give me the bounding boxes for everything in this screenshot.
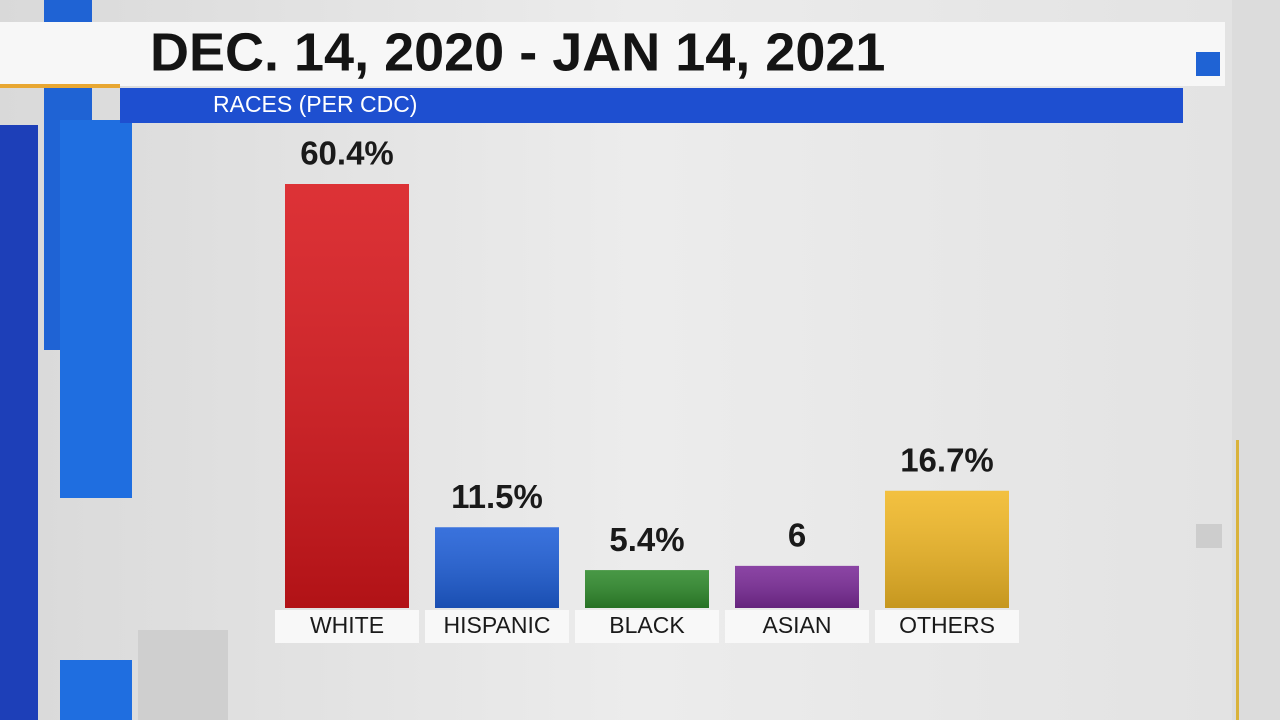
x-tick-label: OTHERS [899, 612, 995, 638]
decor [1196, 524, 1222, 548]
x-tick-label: HISPANIC [444, 612, 551, 638]
value-label: 16.7% [900, 441, 994, 478]
bar-shade [885, 490, 1009, 608]
bar-shade [285, 184, 409, 608]
subtitle-band [120, 88, 1183, 123]
decor [60, 120, 132, 498]
value-label: 60.4% [300, 135, 394, 172]
bar-shade [585, 570, 709, 608]
decor [138, 630, 228, 720]
x-tick-label: BLACK [609, 612, 685, 638]
decor [1232, 0, 1280, 720]
chart-subtitle: RACES (PER CDC) [213, 91, 417, 117]
x-tick-label: WHITE [310, 612, 384, 638]
category-strip [725, 610, 869, 643]
plot-area: WHITE 60.4% HISPANIC 11.5% BLACK 5.4% ASIAN 6 OT… [275, 135, 1019, 643]
decor [0, 84, 120, 88]
value-label: 6 [788, 517, 806, 554]
decor [60, 660, 132, 720]
decor [1196, 52, 1220, 76]
decor [0, 125, 38, 720]
x-tick-label: ASIAN [762, 612, 831, 638]
title-band [0, 22, 1225, 86]
value-label: 5.4% [609, 521, 684, 558]
bar-shade [435, 527, 559, 608]
bar-shade [735, 565, 859, 608]
category-strip [275, 610, 419, 643]
value-label: 11.5% [451, 478, 543, 515]
chart-title: DEC. 14, 2020 - JAN 14, 2021 [150, 22, 885, 82]
category-strip [575, 610, 719, 643]
category-strip [425, 610, 569, 643]
category-strip [875, 610, 1019, 643]
decor [1236, 440, 1239, 720]
